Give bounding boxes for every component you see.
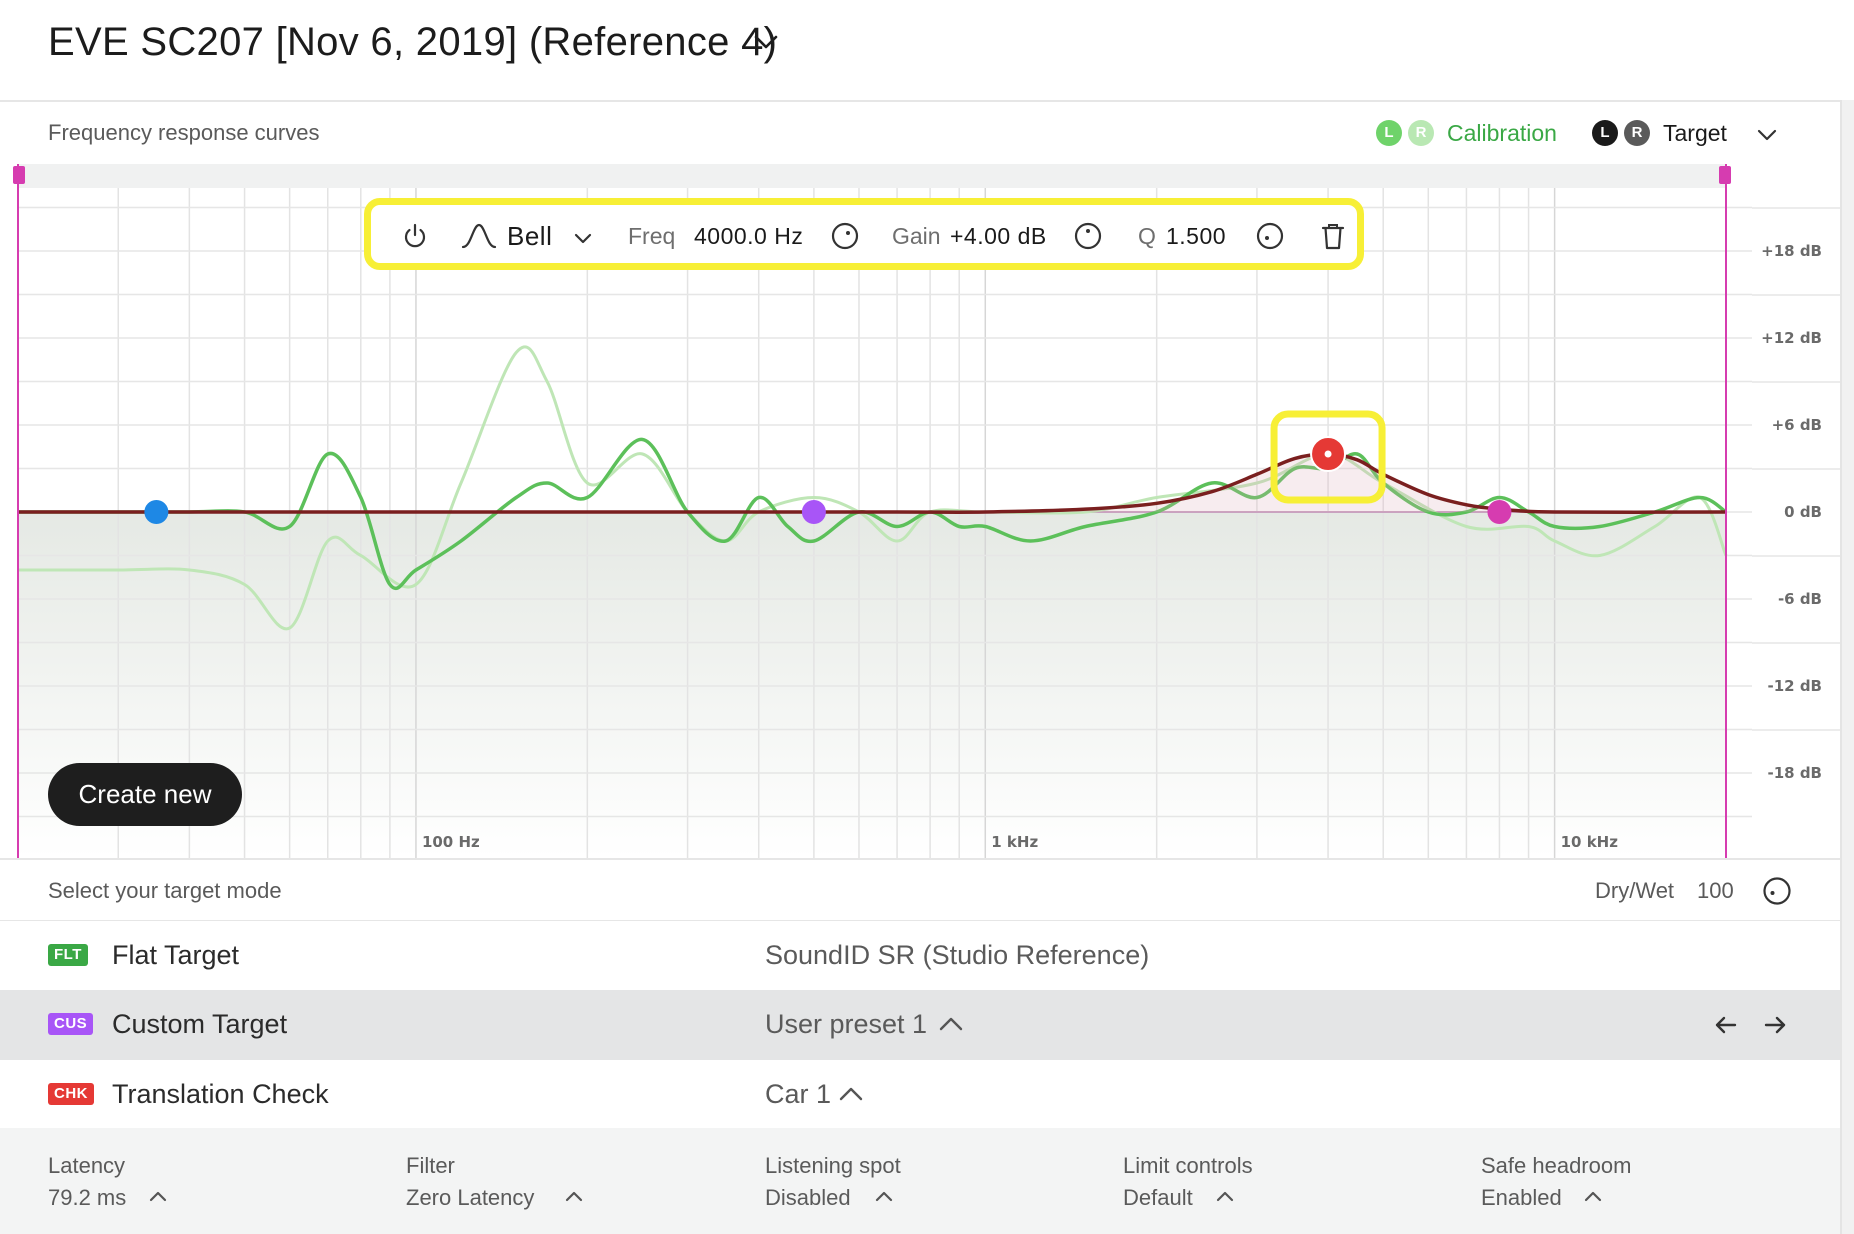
chevron-up-icon[interactable] xyxy=(148,1188,168,1209)
freq-label: Freq xyxy=(628,223,676,249)
target-mode-label: Select your target mode xyxy=(48,878,282,903)
chevron-up-icon[interactable] xyxy=(1215,1188,1235,1209)
latency-label: Latency xyxy=(48,1153,126,1178)
section-label: Frequency response curves xyxy=(48,120,320,145)
x-tick-labels: 100 Hz 1 kHz 10 kHz xyxy=(422,833,1618,851)
high-range-handle[interactable] xyxy=(1719,166,1731,184)
eq-band-toolbar: Bell Freq 4000.0 Hz Gain +4.00 dB Q 1.50… xyxy=(364,198,1364,270)
gain-knob-icon[interactable] xyxy=(1074,222,1102,256)
chart-divider xyxy=(0,858,1840,860)
y-tick-label: +12 dB xyxy=(1761,329,1822,347)
y-tick-label: -6 dB xyxy=(1778,590,1822,608)
safe-headroom-value[interactable]: Enabled xyxy=(1481,1185,1562,1210)
x-tick-label: 100 Hz xyxy=(422,833,480,851)
calibration-light-curve xyxy=(18,345,1728,631)
calibration-curve xyxy=(18,437,1727,591)
settings-footer: Latency 79.2 ms Filter Zero Latency List… xyxy=(0,1128,1840,1234)
q-knob-icon[interactable] xyxy=(1256,222,1284,256)
chevron-down-icon[interactable] xyxy=(752,28,780,61)
low-range-handle[interactable] xyxy=(13,166,25,184)
dry-wet-value[interactable]: 100 xyxy=(1697,878,1734,903)
trash-icon[interactable] xyxy=(1320,221,1346,257)
header-divider xyxy=(0,100,1840,102)
bell-filter-icon[interactable] xyxy=(461,221,497,257)
gain-label: Gain xyxy=(892,223,941,249)
chevron-up-icon[interactable] xyxy=(938,1014,964,1039)
arrow-right-icon[interactable] xyxy=(1762,1012,1788,1043)
eq-node-center-dot xyxy=(1324,450,1332,458)
eq-node[interactable] xyxy=(1487,500,1512,524)
target-row-name: Flat Target xyxy=(112,940,240,970)
arrow-left-icon[interactable] xyxy=(1713,1012,1739,1043)
target-row-value[interactable]: SoundID SR (Studio Reference) xyxy=(765,940,1150,970)
y-tick-label: -18 dB xyxy=(1768,764,1823,782)
page-title[interactable]: EVE SC207 [Nov 6, 2019] (Reference 4) xyxy=(48,20,778,64)
y-tick-labels: +18 dB +12 dB +6 dB 0 dB -6 dB -12 dB -18 dB xyxy=(1761,242,1822,782)
eq-node[interactable] xyxy=(801,500,826,524)
y-tick-label: 0 dB xyxy=(1784,503,1822,521)
scrollbar-track[interactable] xyxy=(1840,100,1854,1234)
q-label: Q xyxy=(1138,223,1156,249)
latency-value[interactable]: 79.2 ms xyxy=(48,1185,127,1210)
calibration-legend-label[interactable]: Calibration xyxy=(1447,120,1557,146)
target-row-name: Custom Target xyxy=(112,1009,288,1039)
target-row-translation[interactable]: CHK Translation Check Car 1 xyxy=(0,1060,1840,1130)
dry-wet-label: Dry/Wet xyxy=(1595,878,1675,903)
listening-spot-value[interactable]: Disabled xyxy=(765,1185,851,1210)
area-below-zero xyxy=(18,512,1726,858)
custom-tag-badge: CUS xyxy=(48,1013,94,1035)
chevron-up-icon[interactable] xyxy=(838,1084,864,1109)
y-tick-label: +18 dB xyxy=(1761,242,1822,260)
eq-node[interactable] xyxy=(144,500,169,524)
frequency-response-chart[interactable]: 100 Hz 1 kHz 10 kHz +18 dB +12 dB +6 dB 0 dB -… xyxy=(0,164,1840,858)
target-row-name: Translation Check xyxy=(112,1079,329,1109)
check-tag-badge: CHK xyxy=(48,1083,94,1105)
calibration-left-badge[interactable]: L xyxy=(1376,120,1402,146)
power-icon[interactable] xyxy=(401,222,429,256)
chevron-down-icon[interactable] xyxy=(573,227,593,254)
x-tick-label: 1 kHz xyxy=(991,833,1038,851)
q-value[interactable]: 1.500 xyxy=(1166,223,1227,249)
chevron-down-icon[interactable] xyxy=(1756,124,1778,151)
gain-value[interactable]: +4.00 dB xyxy=(950,223,1047,249)
create-new-button[interactable]: Create new xyxy=(48,763,242,826)
limit-controls-label: Limit controls xyxy=(1123,1153,1253,1178)
filter-type-select[interactable]: Bell xyxy=(507,221,553,251)
chevron-up-icon[interactable] xyxy=(874,1188,894,1209)
target-row-value[interactable]: Car 1 xyxy=(765,1079,832,1109)
filter-label: Filter xyxy=(406,1153,455,1178)
y-axis-panel xyxy=(1752,188,1840,858)
chevron-up-icon[interactable] xyxy=(1583,1188,1603,1209)
target-row-flat[interactable]: FLT Flat Target SoundID SR (Studio Refer… xyxy=(0,921,1840,991)
freq-value[interactable]: 4000.0 Hz xyxy=(694,223,804,249)
safe-headroom-label: Safe headroom xyxy=(1481,1153,1632,1178)
dry-wet-knob-icon[interactable] xyxy=(1762,876,1792,911)
target-row-value[interactable]: User preset 1 xyxy=(765,1009,928,1039)
calibration-right-badge[interactable]: R xyxy=(1408,120,1434,146)
listening-spot-label: Listening spot xyxy=(765,1153,901,1178)
target-right-badge[interactable]: R xyxy=(1624,120,1650,146)
freq-knob-icon[interactable] xyxy=(831,222,859,256)
y-tick-label: +6 dB xyxy=(1772,416,1822,434)
target-legend-label[interactable]: Target xyxy=(1663,120,1727,146)
target-left-badge[interactable]: L xyxy=(1592,120,1618,146)
target-row-custom[interactable]: CUS Custom Target User preset 1 xyxy=(0,990,1840,1060)
limit-controls-value[interactable]: Default xyxy=(1123,1185,1193,1210)
range-bar xyxy=(18,164,1726,188)
eq-nodes[interactable] xyxy=(144,410,1512,524)
target-curve xyxy=(18,452,1727,514)
chevron-up-icon[interactable] xyxy=(564,1188,584,1209)
x-tick-label: 10 kHz xyxy=(1561,833,1619,851)
flat-tag-badge: FLT xyxy=(48,944,88,966)
y-tick-label: -12 dB xyxy=(1768,677,1823,695)
selected-node-highlight xyxy=(1270,410,1386,504)
filter-value[interactable]: Zero Latency xyxy=(406,1185,535,1210)
